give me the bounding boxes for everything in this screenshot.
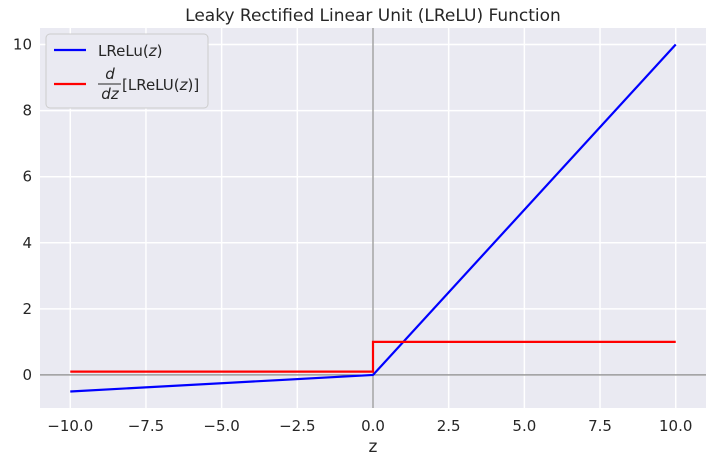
- series-lines: [70, 43, 677, 393]
- x-tick-label-2: −5.0: [203, 417, 239, 435]
- series-line-0: [70, 43, 677, 393]
- y-tick-label-3: 6: [22, 168, 32, 186]
- legend: LReLu(z) d dz [LReLU(z)]: [45, 33, 209, 109]
- chart-title: Leaky Rectified Linear Unit (LReLU) Func…: [185, 6, 561, 26]
- x-tick-label-4: 0.0: [361, 417, 385, 435]
- legend-label-lrelu: LReLu(z): [98, 42, 163, 60]
- x-tick-label-5: 2.5: [437, 417, 461, 435]
- legend-derivative-numerator: d: [105, 65, 115, 83]
- x-tick-label-0: −10.0: [47, 417, 93, 435]
- legend-box: [45, 33, 209, 109]
- x-tick-labels: −10.0 −7.5 −5.0 −2.5 0.0 2.5 5.0 7.5 10.0: [47, 417, 692, 435]
- legend-label-derivative: [LReLU(z)]: [122, 76, 199, 94]
- y-tick-label-5: 10: [13, 36, 32, 54]
- y-tick-label-4: 8: [22, 102, 32, 120]
- x-tick-label-7: 7.5: [588, 417, 612, 435]
- x-tick-label-6: 5.0: [512, 417, 536, 435]
- series-line-1: [70, 340, 676, 373]
- x-tick-label-8: 10.0: [659, 417, 692, 435]
- x-axis-label: z: [369, 437, 378, 457]
- legend-derivative-denominator: dz: [101, 85, 120, 103]
- y-tick-labels: 0 2 4 6 8 10: [13, 36, 32, 384]
- y-tick-label-2: 4: [22, 234, 32, 252]
- y-tick-label-0: 0: [22, 366, 32, 384]
- x-tick-label-3: −2.5: [279, 417, 315, 435]
- y-tick-label-1: 2: [22, 300, 32, 318]
- x-tick-label-1: −7.5: [128, 417, 164, 435]
